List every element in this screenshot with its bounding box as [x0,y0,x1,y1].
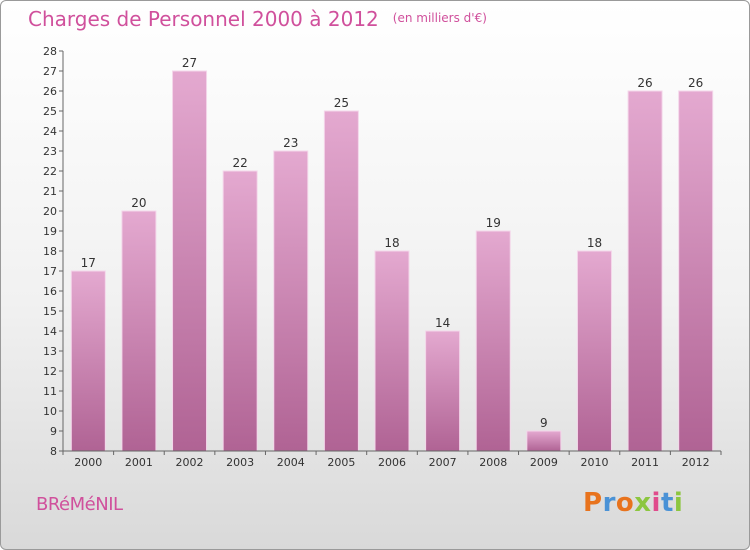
x-tick-label: 2005 [327,456,355,469]
chart-subtitle: (en milliers d'€) [392,11,487,25]
bar [273,150,309,452]
y-tick-label: 27 [43,65,57,78]
bar [576,250,612,452]
y-tick-label: 23 [43,145,57,158]
y-tick-label: 19 [43,225,57,238]
bar [526,430,562,452]
data-label: 17 [81,256,96,270]
logo-letter: P [583,488,603,518]
y-tick-label: 14 [43,325,57,338]
y-axis: 8 9 10 11 12 13 14 15 16 17 18 19 20 21 22 23 24 25 26 27 28 [43,45,64,458]
town-name: BRéMéNIL [36,494,123,515]
logo-letter: i [673,488,684,518]
logo-letter: i [651,488,661,518]
y-tick-label: 21 [43,185,57,198]
y-tick-label: 22 [43,165,57,178]
y-tick-label: 18 [43,245,57,258]
x-tick-label: 2002 [176,456,204,469]
data-label: 9 [540,416,548,430]
y-tick-label: 26 [43,85,57,98]
x-tick-label: 2004 [277,456,305,469]
x-tick-label: 2001 [125,456,153,469]
x-tick-label: 2000 [74,456,102,469]
bar [323,110,359,452]
bar [475,230,511,452]
y-tick-label: 15 [43,305,57,318]
x-tick-label: 2007 [429,456,457,469]
bar [678,90,714,452]
x-axis: 2000 2001 2002 2003 2004 2005 2006 2007 2008 2009… [62,450,722,469]
y-tick-label: 9 [50,425,57,438]
y-tick-label: 10 [43,405,57,418]
y-tick-label: 20 [43,205,57,218]
title-text: Charges de Personnel 2000 à 2012 [28,7,379,31]
x-tick-label: 2003 [226,456,254,469]
x-tick-label: 2010 [580,456,608,469]
data-label: 20 [131,196,146,210]
y-tick-label: 8 [50,445,57,458]
logo-letter: x [634,488,652,518]
y-tick-label: 28 [43,45,57,58]
y-tick-label: 13 [43,345,57,358]
bars-group: 17 20 27 22 23 25 18 14 19 9 18 26 26 [70,56,714,452]
bar [627,90,663,452]
logo-letter: r [602,488,616,518]
bar [222,170,258,452]
x-tick-label: 2008 [479,456,507,469]
data-label: 25 [334,96,349,110]
data-label: 26 [688,76,703,90]
data-label: 19 [486,216,501,230]
x-tick-label: 2006 [378,456,406,469]
x-tick-label: 2012 [682,456,710,469]
x-tick-label: 2011 [631,456,659,469]
data-label: 18 [587,236,602,250]
proxiti-logo: Proxiti [583,488,683,518]
data-label: 23 [283,136,298,150]
data-label: 26 [637,76,652,90]
data-label: 18 [384,236,399,250]
bar [425,330,461,452]
bar [172,70,208,452]
y-tick-label: 17 [43,265,57,278]
y-tick-label: 11 [43,385,57,398]
chart-title: Charges de Personnel 2000 à 2012 (en mill… [28,7,487,31]
bar [374,250,410,452]
data-label: 14 [435,316,450,330]
x-tick-label: 2009 [530,456,558,469]
logo-letter: t [660,488,674,518]
y-tick-label: 25 [43,105,57,118]
y-tick-label: 16 [43,285,57,298]
data-label: 22 [233,156,248,170]
bar [121,210,157,452]
y-tick-label: 12 [43,365,57,378]
data-label: 27 [182,56,197,70]
bar [70,270,106,452]
logo-letter: o [615,488,635,518]
y-tick-label: 24 [43,125,57,138]
